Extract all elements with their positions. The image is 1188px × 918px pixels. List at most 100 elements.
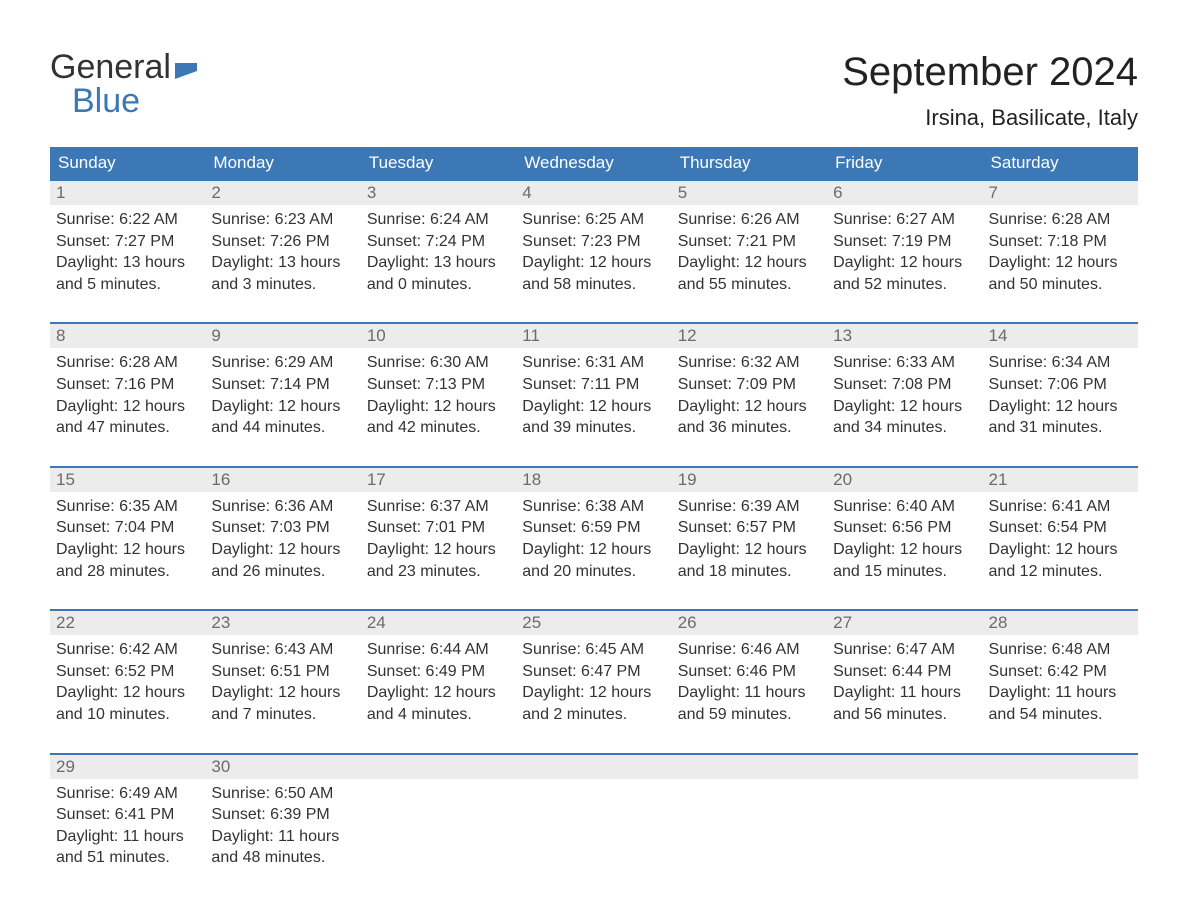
brand-logo: General Blue	[50, 50, 205, 118]
day-body: Sunrise: 6:37 AMSunset: 7:01 PMDaylight:…	[361, 492, 516, 588]
day-number: 29	[50, 755, 205, 779]
sunrise-line: Sunrise: 6:24 AM	[367, 209, 510, 231]
daylight-line-1: Daylight: 12 hours	[833, 396, 976, 418]
daylight-line-1: Daylight: 12 hours	[367, 396, 510, 418]
sunset-line: Sunset: 7:24 PM	[367, 231, 510, 253]
sunrise-line: Sunrise: 6:31 AM	[522, 352, 665, 374]
sunset-line: Sunset: 6:59 PM	[522, 517, 665, 539]
sunrise-line: Sunrise: 6:28 AM	[56, 352, 199, 374]
day-body: Sunrise: 6:40 AMSunset: 6:56 PMDaylight:…	[827, 492, 982, 588]
calendar-week-row: 15Sunrise: 6:35 AMSunset: 7:04 PMDayligh…	[50, 467, 1138, 588]
day-body: Sunrise: 6:39 AMSunset: 6:57 PMDaylight:…	[672, 492, 827, 588]
sunrise-line: Sunrise: 6:50 AM	[211, 783, 354, 805]
dow-thursday: Thursday	[672, 147, 827, 180]
sunrise-line: Sunrise: 6:36 AM	[211, 496, 354, 518]
sunset-line: Sunset: 7:16 PM	[56, 374, 199, 396]
daylight-line-1: Daylight: 12 hours	[522, 682, 665, 704]
calendar-day-cell: 8Sunrise: 6:28 AMSunset: 7:16 PMDaylight…	[50, 323, 205, 444]
calendar-day-cell: 6Sunrise: 6:27 AMSunset: 7:19 PMDaylight…	[827, 180, 982, 301]
title-block: September 2024 Irsina, Basilicate, Italy	[842, 50, 1138, 131]
sunrise-line: Sunrise: 6:42 AM	[56, 639, 199, 661]
daylight-line-2: and 54 minutes.	[989, 704, 1132, 726]
sunrise-line: Sunrise: 6:30 AM	[367, 352, 510, 374]
calendar-week-row: 8Sunrise: 6:28 AMSunset: 7:16 PMDaylight…	[50, 323, 1138, 444]
sunrise-line: Sunrise: 6:34 AM	[989, 352, 1132, 374]
daylight-line-2: and 52 minutes.	[833, 274, 976, 296]
day-number: 24	[361, 611, 516, 635]
sunrise-line: Sunrise: 6:22 AM	[56, 209, 199, 231]
daylight-line-1: Daylight: 12 hours	[211, 539, 354, 561]
day-number: 30	[205, 755, 360, 779]
day-number: 1	[50, 181, 205, 205]
calendar-day-cell: 21Sunrise: 6:41 AMSunset: 6:54 PMDayligh…	[983, 467, 1138, 588]
sunset-line: Sunset: 6:51 PM	[211, 661, 354, 683]
calendar-day-cell: 20Sunrise: 6:40 AMSunset: 6:56 PMDayligh…	[827, 467, 982, 588]
day-number-empty	[672, 755, 827, 779]
sunrise-line: Sunrise: 6:27 AM	[833, 209, 976, 231]
daylight-line-2: and 51 minutes.	[56, 847, 199, 869]
sunrise-line: Sunrise: 6:38 AM	[522, 496, 665, 518]
daylight-line-2: and 10 minutes.	[56, 704, 199, 726]
calendar-day-cell: 2Sunrise: 6:23 AMSunset: 7:26 PMDaylight…	[205, 180, 360, 301]
daylight-line-2: and 0 minutes.	[367, 274, 510, 296]
sunrise-line: Sunrise: 6:39 AM	[678, 496, 821, 518]
daylight-line-2: and 26 minutes.	[211, 561, 354, 583]
day-body: Sunrise: 6:44 AMSunset: 6:49 PMDaylight:…	[361, 635, 516, 731]
week-separator	[50, 588, 1138, 610]
day-number-empty	[516, 755, 671, 779]
calendar-week-row: 22Sunrise: 6:42 AMSunset: 6:52 PMDayligh…	[50, 610, 1138, 731]
sunset-line: Sunset: 7:11 PM	[522, 374, 665, 396]
sunrise-line: Sunrise: 6:45 AM	[522, 639, 665, 661]
daylight-line-1: Daylight: 12 hours	[56, 539, 199, 561]
sunrise-line: Sunrise: 6:32 AM	[678, 352, 821, 374]
dow-wednesday: Wednesday	[516, 147, 671, 180]
calendar-day-cell: 5Sunrise: 6:26 AMSunset: 7:21 PMDaylight…	[672, 180, 827, 301]
daylight-line-1: Daylight: 12 hours	[522, 252, 665, 274]
daylight-line-1: Daylight: 12 hours	[367, 539, 510, 561]
day-body: Sunrise: 6:48 AMSunset: 6:42 PMDaylight:…	[983, 635, 1138, 731]
sunrise-line: Sunrise: 6:25 AM	[522, 209, 665, 231]
sunset-line: Sunset: 6:44 PM	[833, 661, 976, 683]
day-number-empty	[983, 755, 1138, 779]
day-body: Sunrise: 6:29 AMSunset: 7:14 PMDaylight:…	[205, 348, 360, 444]
day-number: 4	[516, 181, 671, 205]
sunset-line: Sunset: 6:47 PM	[522, 661, 665, 683]
sunset-line: Sunset: 6:39 PM	[211, 804, 354, 826]
day-number: 22	[50, 611, 205, 635]
daylight-line-1: Daylight: 12 hours	[56, 396, 199, 418]
week-separator	[50, 732, 1138, 754]
calendar-day-cell: 10Sunrise: 6:30 AMSunset: 7:13 PMDayligh…	[361, 323, 516, 444]
calendar-day-cell: 22 Sunrise: 6:42 AMSunset: 6:52 PMDayligh…	[50, 610, 205, 731]
sunset-line: Sunset: 7:27 PM	[56, 231, 199, 253]
sunrise-line: Sunrise: 6:37 AM	[367, 496, 510, 518]
daylight-line-2: and 31 minutes.	[989, 417, 1132, 439]
daylight-line-2: and 28 minutes.	[56, 561, 199, 583]
day-body: Sunrise: 6:30 AMSunset: 7:13 PMDaylight:…	[361, 348, 516, 444]
sunset-line: Sunset: 7:13 PM	[367, 374, 510, 396]
month-title: September 2024	[842, 50, 1138, 95]
day-number: 9	[205, 324, 360, 348]
day-number: 21	[983, 468, 1138, 492]
sunset-line: Sunset: 7:18 PM	[989, 231, 1132, 253]
daylight-line-1: Daylight: 12 hours	[522, 539, 665, 561]
daylight-line-1: Daylight: 12 hours	[56, 682, 199, 704]
calendar-day-cell	[827, 754, 982, 875]
daylight-line-2: and 44 minutes.	[211, 417, 354, 439]
sunset-line: Sunset: 6:52 PM	[56, 661, 199, 683]
sunset-line: Sunset: 7:09 PM	[678, 374, 821, 396]
daylight-line-2: and 12 minutes.	[989, 561, 1132, 583]
calendar-day-cell: 29Sunrise: 6:49 AMSunset: 6:41 PMDayligh…	[50, 754, 205, 875]
day-number: 12	[672, 324, 827, 348]
day-number-empty	[827, 755, 982, 779]
daylight-line-1: Daylight: 12 hours	[833, 539, 976, 561]
day-body: Sunrise: 6:34 AMSunset: 7:06 PMDaylight:…	[983, 348, 1138, 444]
day-number: 23	[205, 611, 360, 635]
daylight-line-2: and 36 minutes.	[678, 417, 821, 439]
sunset-line: Sunset: 6:46 PM	[678, 661, 821, 683]
calendar-day-cell: 9Sunrise: 6:29 AMSunset: 7:14 PMDaylight…	[205, 323, 360, 444]
daylight-line-2: and 47 minutes.	[56, 417, 199, 439]
calendar-week-row: 29Sunrise: 6:49 AMSunset: 6:41 PMDayligh…	[50, 754, 1138, 875]
calendar-day-cell: 25Sunrise: 6:45 AMSunset: 6:47 PMDayligh…	[516, 610, 671, 731]
sunset-line: Sunset: 7:06 PM	[989, 374, 1132, 396]
day-body: Sunrise: 6:47 AMSunset: 6:44 PMDaylight:…	[827, 635, 982, 731]
